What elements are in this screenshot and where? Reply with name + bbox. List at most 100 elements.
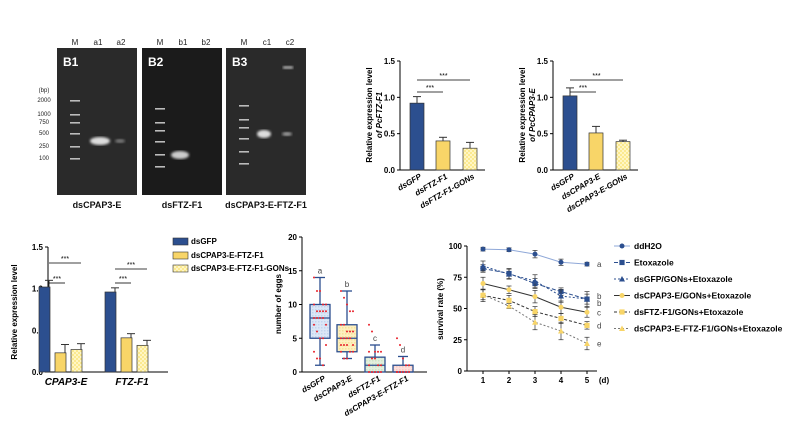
data-point [399,371,401,373]
y-axis-label: number of eggs [274,273,283,334]
x-tick-label: 1 [481,376,486,385]
chart-combined-expression: 0.00.51.01.5CPAP3-E******FTZ-F1******Rel… [10,237,290,388]
y-tick-label: 0.5 [384,130,396,139]
data-point [368,371,370,373]
data-point [374,357,376,360]
bar-dsCPAP3-E-GONs [615,141,631,171]
marker-triangle [480,263,486,269]
data-point [316,317,318,319]
data-point [352,310,354,313]
y-tick-label: 25 [453,336,462,345]
lane-label: a2 [117,38,126,47]
ladder-band [155,141,165,143]
data-point [374,371,376,373]
data-point [322,317,324,319]
gel-panel-label: B3 [232,55,248,69]
data-point [349,350,351,353]
data-point [346,330,348,333]
data-point [313,350,315,353]
data-point [343,337,345,340]
data-point [340,337,342,340]
data-point [313,317,315,319]
y-tick-label: 0.0 [537,166,549,175]
y-tick-label: 0.0 [32,368,44,377]
marker-triangle [584,296,590,302]
legend-swatch [172,264,189,273]
y-axis-label: Relative expression level [518,67,527,162]
data-point [408,364,410,367]
legend-swatch [172,251,189,260]
marker-circle [480,281,486,286]
data-point [343,344,345,346]
data-point [402,357,404,360]
chart-cpap3-e-expression: 0.00.51.01.5dsGFPdsCPAP3-EdsCPAP3-E-GONs… [518,57,638,214]
marker-circle [532,294,538,300]
data-point [322,337,324,340]
y-tick-label: 1.5 [384,57,396,66]
chart-ftz-f1-expression: 0.00.51.01.5dsGFPdsFTZ-F1dsFTZ-F1-GONs**… [365,57,485,210]
dna-band-a1 [90,137,110,145]
significance-letter: b [597,292,602,301]
marker-triangle [558,328,564,334]
ladder-band [155,166,165,168]
data-point [322,364,324,367]
y-tick-label: 0.5 [32,326,44,335]
ladder-band [239,127,249,129]
significance-label: *** [119,276,127,283]
data-point [368,350,370,353]
x-tick-label: 2 [507,376,512,385]
data-point [322,303,324,306]
data-point [322,310,324,313]
data-point [408,371,410,373]
x-axis-unit: (d) [599,376,610,385]
ladder-band [239,163,249,165]
data-point [377,350,379,353]
marker-triangle [480,291,486,298]
data-point [340,350,342,353]
marker-circle [506,247,512,253]
series-line-dsGFP/GONs+Etoxazole [482,265,588,300]
significance-label: *** [439,73,447,80]
gel-image [142,48,222,195]
dna-band-c1 [257,130,271,138]
marker-square [619,309,625,315]
data-point [319,310,321,313]
x-tick-label: 5 [585,376,590,385]
ladder-band [70,122,80,124]
dna-band-a2 [115,139,125,143]
marker-circle [480,246,486,252]
data-point [349,337,351,340]
y-axis-label: survival rate (%) [436,278,445,340]
data-point [325,310,327,313]
y-tick-label: 0 [458,367,463,376]
lane-label: c2 [286,38,295,47]
y-axis-label-gene: of PcCPAP3-E [528,88,537,142]
data-point [340,290,342,292]
bar-dsCPAP3-E [588,132,604,171]
marker-circle [558,304,564,310]
series-line-dsFTZ-F1/GONs+Etoxazole [482,294,588,326]
bar-dsCPAP3-E-FTZ-F1 [54,352,67,373]
data-point [319,357,321,360]
data-point [346,344,348,346]
marker-triangle [584,340,590,346]
bar-dsFTZ-F1 [435,140,451,171]
gel-panels: B1 M a1 a2 dsCPAP3-E B2 M b1 b2 dsFTZ-F1 B3 M c1 c2 ds… [37,38,307,210]
data-point [399,344,401,346]
box [309,303,331,339]
marker-triangle [532,278,538,284]
ladder-band [155,154,165,156]
marker-triangle [506,303,512,309]
marker-square [584,322,590,328]
data-point [340,323,342,326]
data-point [313,276,315,279]
marker-circle [584,309,590,315]
significance-letter: e [597,340,602,349]
dna-band-b1 [171,151,189,159]
data-point [346,303,348,306]
y-tick-label: 10 [288,301,297,310]
data-point [396,337,398,340]
ladder-band [70,114,80,116]
marker-triangle [532,319,538,325]
ladder-size-label: 750 [39,120,50,126]
